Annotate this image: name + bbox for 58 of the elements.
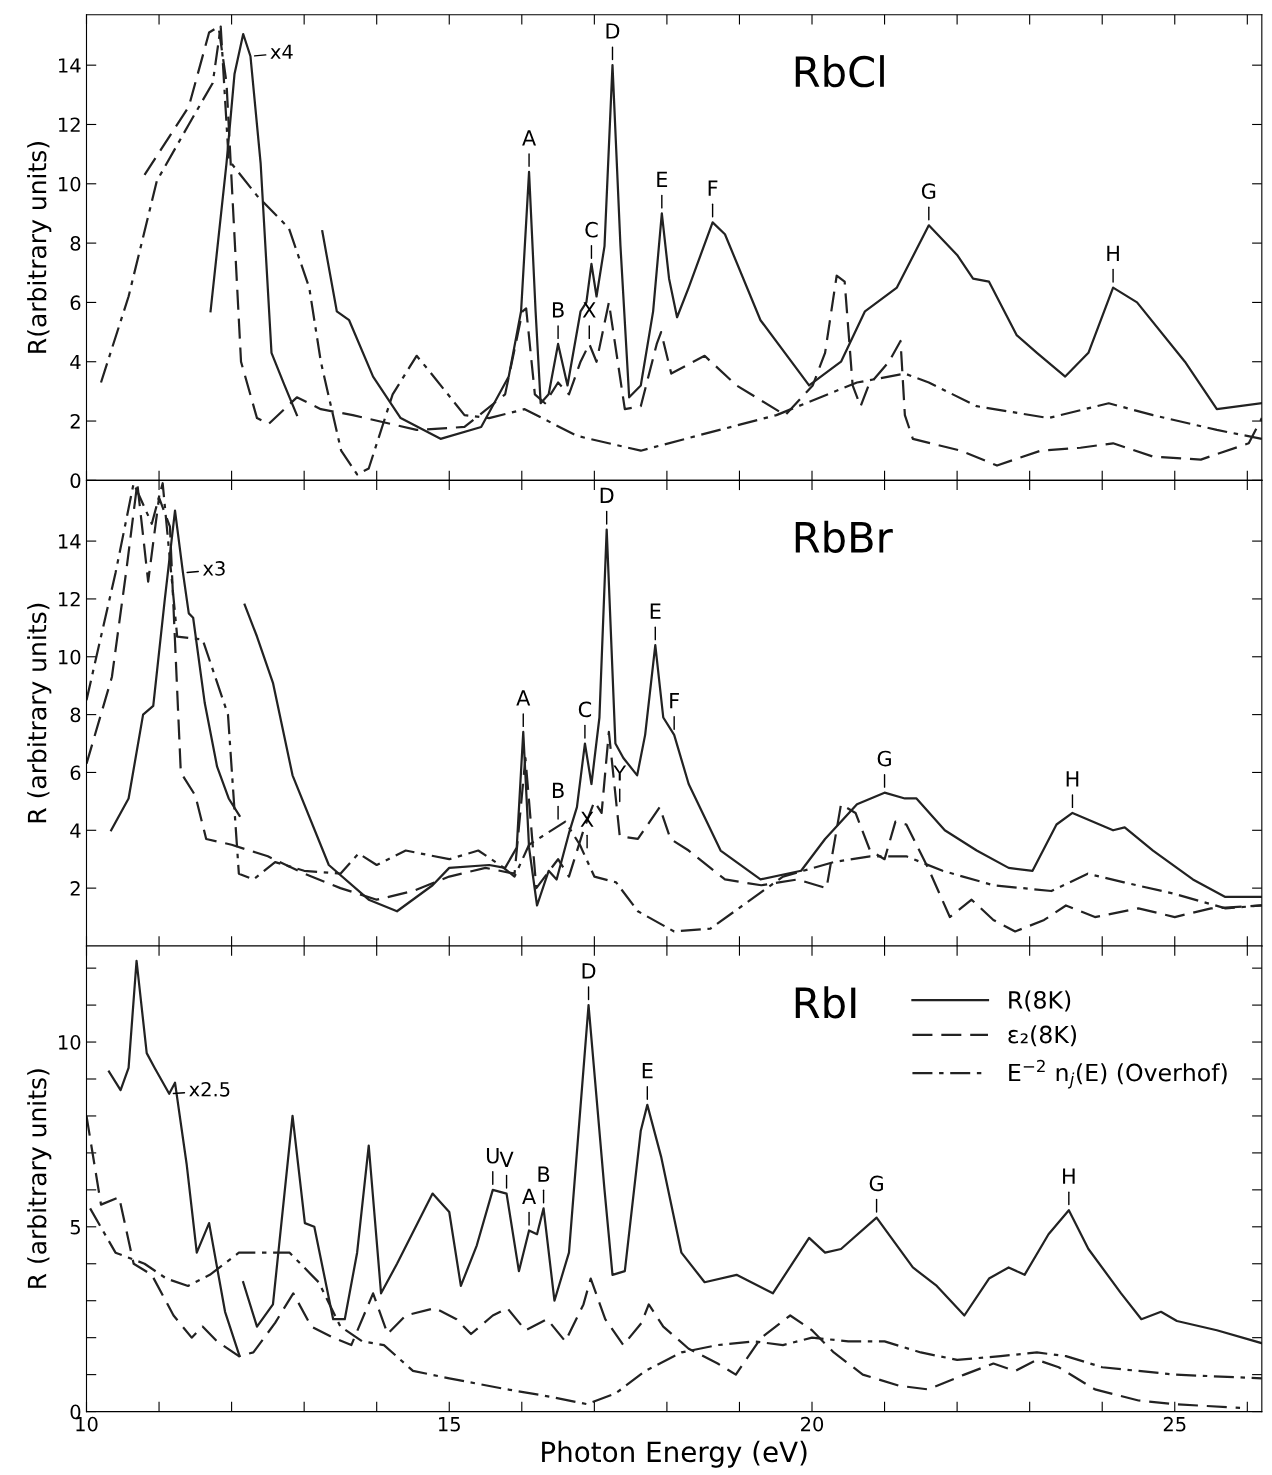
y-tick-label: 4 — [70, 354, 81, 370]
annotation: G — [869, 1175, 883, 1192]
annotation: C — [585, 221, 598, 238]
text: RbBr — [795, 520, 893, 553]
annotation: E — [642, 1063, 653, 1079]
annotation: x2.5 — [189, 1081, 230, 1097]
y-tick-label: 5 — [70, 1220, 80, 1235]
annotation: X — [582, 302, 596, 318]
annotation: G — [877, 750, 891, 767]
annotation: C — [578, 701, 592, 718]
annotation: F — [670, 693, 679, 709]
annotation: E — [657, 171, 668, 187]
y-axis-title: R(arbitrary units) — [27, 142, 52, 353]
annotation: B — [538, 1166, 550, 1182]
y-tick-label: 10 — [59, 649, 81, 665]
y-tick-label: 14 — [59, 534, 81, 549]
annotation: A — [516, 690, 531, 706]
annotation: B — [552, 782, 564, 798]
annotation: x3 — [202, 561, 225, 576]
y-tick-label: 0 — [70, 473, 81, 489]
annotation: U — [486, 1148, 499, 1164]
annotation: D — [582, 963, 596, 979]
y-axis-title: R (arbitrary units) — [27, 603, 52, 823]
y-tick-label: 2 — [70, 881, 80, 896]
x-tick-label: 25 — [1163, 1416, 1186, 1432]
y-axis-title: R (arbitrary units) — [27, 1069, 52, 1288]
y-tick-label: 6 — [70, 765, 81, 781]
legend-label: E$^{−2}$ n$_{j}$(E) (Overhof) — [1009, 1059, 1227, 1089]
annotation: B — [552, 302, 564, 318]
y-tick-label: 4 — [70, 823, 81, 838]
y-tick-label: 14 — [59, 58, 81, 73]
text: RbCl — [795, 55, 884, 88]
annotation: A — [522, 1188, 537, 1204]
annotation: H — [1066, 771, 1079, 787]
y-tick-label: 12 — [59, 117, 80, 132]
y-tick-label: 10 — [59, 176, 81, 192]
annotation: D — [600, 487, 614, 503]
y-tick-label: 8 — [70, 236, 81, 251]
y-tick-label: 8 — [70, 707, 81, 723]
annotation: x4 — [270, 44, 293, 59]
legend-label: R(8K) — [1009, 990, 1071, 1012]
y-tick-label: 10 — [59, 1035, 81, 1050]
x-tick-label: 20 — [801, 1416, 824, 1432]
annotation: H — [1107, 245, 1119, 262]
annotation: F — [708, 180, 718, 196]
y-tick-label: 2 — [70, 414, 80, 429]
x-tick-label: 15 — [439, 1417, 460, 1432]
annotation: A — [522, 130, 537, 146]
x-axis-title: Photon Energy (eV) — [542, 1440, 807, 1468]
annotation: E — [650, 603, 661, 619]
y-tick-label: 12 — [59, 591, 80, 607]
annotation: G — [921, 183, 936, 200]
y-tick-label: 6 — [70, 295, 81, 311]
legend-label: ε₂(8K) — [1008, 1025, 1076, 1047]
annotation: V — [499, 1151, 514, 1167]
annotation: D — [606, 23, 620, 39]
text: RbI — [795, 986, 856, 1019]
annotation: H — [1063, 1168, 1075, 1184]
